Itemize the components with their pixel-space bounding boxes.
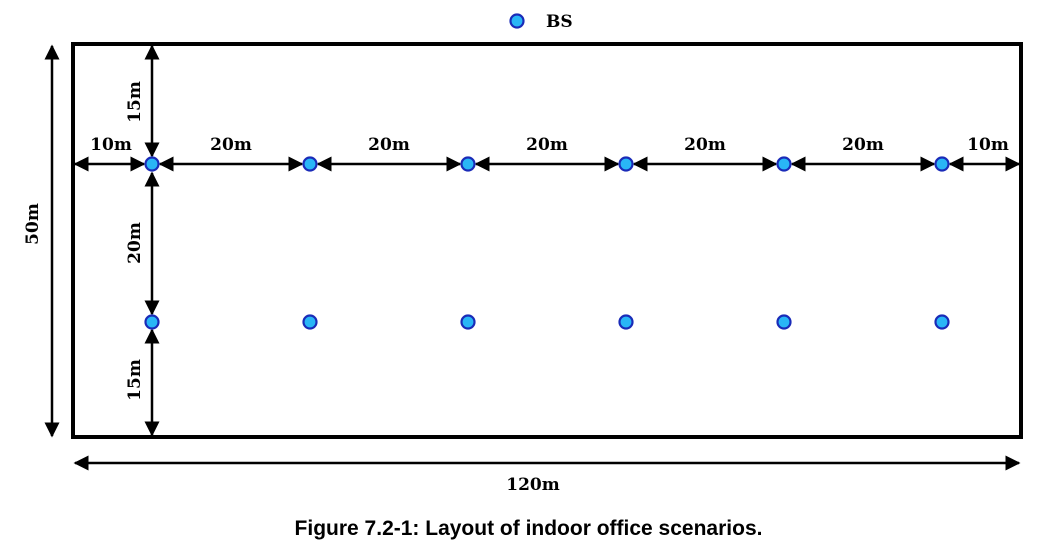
spacing-label-5: 20m [842, 135, 884, 155]
row-spacing-label: 20m [125, 222, 145, 264]
spacing-label-1: 20m [210, 135, 252, 155]
figure-caption: Figure 7.2-1: Layout of indoor office sc… [294, 517, 763, 540]
bs-marker-r1-c1 [144, 156, 160, 172]
bs-marker-r2-c4 [618, 314, 634, 330]
legend-bs-marker [509, 13, 525, 29]
bs-marker-r2-c6 [934, 314, 950, 330]
height-dimension-label: 50m [23, 203, 43, 245]
bs-marker-r1-c6 [934, 156, 950, 172]
bs-marker-r1-c3 [460, 156, 476, 172]
bs-marker-r2-c1 [144, 314, 160, 330]
bs-marker-r2-c2 [302, 314, 318, 330]
bottom-margin-label: 15m [125, 359, 145, 401]
bs-marker-r2-c5 [776, 314, 792, 330]
bs-marker-r1-c4 [618, 156, 634, 172]
right-edge-label: 10m [967, 135, 1009, 155]
bs-marker-r2-c3 [460, 314, 476, 330]
spacing-label-2: 20m [368, 135, 410, 155]
bs-marker-r1-c2 [302, 156, 318, 172]
spacing-label-3: 20m [526, 135, 568, 155]
legend-bs-label: BS [546, 12, 573, 32]
spacing-label-4: 20m [684, 135, 726, 155]
top-margin-label: 15m [125, 81, 145, 123]
left-edge-label: 10m [90, 135, 132, 155]
width-dimension-label: 120m [506, 475, 559, 495]
bs-marker-r1-c5 [776, 156, 792, 172]
floor-outline [71, 42, 1023, 439]
